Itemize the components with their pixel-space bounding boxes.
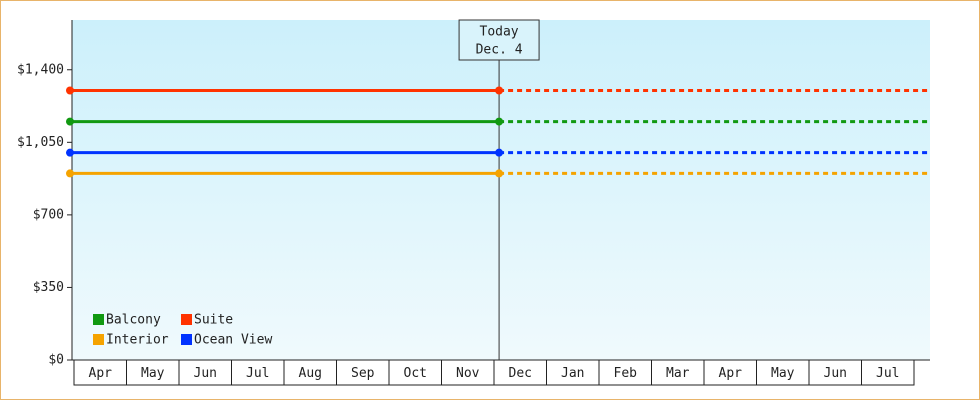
legend-swatch [181, 314, 192, 325]
x-tick-label: Jun [824, 366, 847, 381]
y-tick-label: $1,050 [17, 135, 64, 150]
x-category-box [598, 359, 652, 386]
x-tick-label: Dec [509, 366, 532, 381]
x-category-box [73, 359, 127, 386]
today-label: Dec. 4 [476, 43, 523, 58]
y-tick-label: $0 [48, 353, 64, 368]
x-category-box [861, 359, 915, 386]
x-category-box [126, 359, 180, 386]
today-label: Today [480, 25, 519, 40]
x-tick-label: Apr [719, 366, 743, 381]
price-point [66, 148, 74, 157]
x-category-box [283, 359, 337, 386]
x-category-box [178, 359, 232, 386]
x-tick-label: Jul [876, 366, 899, 381]
price-point [66, 169, 74, 178]
x-tick-label: Oct [404, 366, 427, 381]
price-point [495, 86, 504, 95]
price-point [66, 86, 74, 95]
x-category-box [546, 359, 600, 386]
x-category-box [651, 359, 705, 386]
x-tick-label: Mar [666, 366, 690, 381]
price-point [66, 117, 74, 126]
price-point [495, 117, 504, 126]
y-tick-label: $350 [33, 280, 64, 295]
legend-label: Suite [194, 313, 233, 328]
price-point [495, 148, 504, 157]
x-tick-label: Nov [456, 366, 480, 381]
x-tick-label: Apr [89, 366, 113, 381]
legend-swatch [181, 334, 192, 345]
x-tick-label: Sep [351, 366, 375, 381]
y-tick-label: $700 [33, 207, 64, 222]
x-tick-label: May [141, 366, 165, 381]
x-tick-label: Jun [194, 366, 217, 381]
legend-label: Ocean View [194, 333, 272, 348]
today-box [458, 19, 540, 61]
x-category-box [493, 359, 547, 386]
x-tick-label: Feb [614, 366, 638, 381]
plot-area [72, 20, 930, 360]
legend-swatch [93, 314, 104, 325]
legend-swatch [93, 334, 104, 345]
legend-label: Balcony [106, 313, 161, 328]
x-tick-label: Aug [299, 366, 322, 381]
x-category-box [703, 359, 757, 386]
y-tick-label: $1,400 [17, 62, 64, 77]
legend-label: Interior [106, 333, 169, 348]
x-tick-label: Jul [246, 366, 269, 381]
x-tick-label: Jan [561, 366, 584, 381]
price-point [495, 169, 504, 178]
x-tick-label: May [771, 366, 795, 381]
